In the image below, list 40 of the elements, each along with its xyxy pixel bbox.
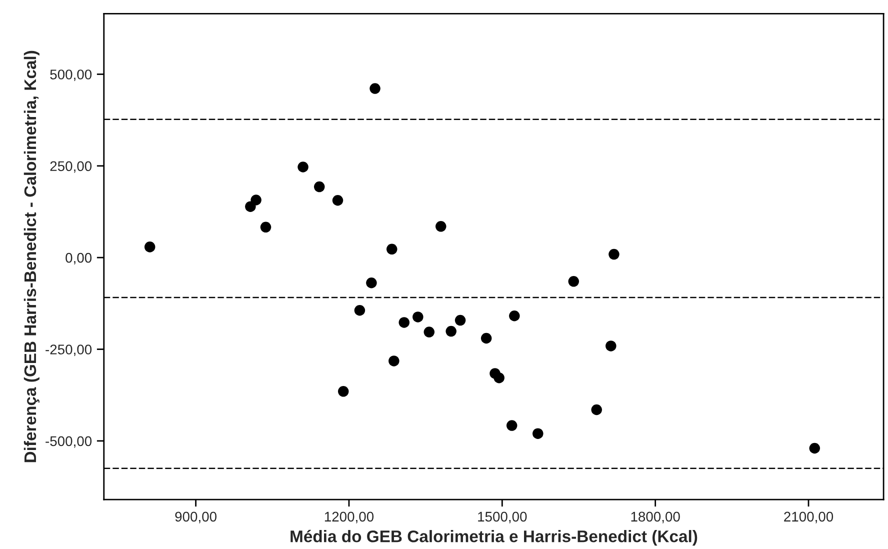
y-tick-label: 0,00 — [66, 252, 92, 264]
point — [606, 340, 616, 352]
point — [480, 332, 492, 344]
point — [398, 317, 410, 328]
point — [424, 326, 435, 338]
x-tick-label: 1500,00 — [478, 512, 527, 524]
point — [494, 372, 504, 384]
x-tick-label: 900,00 — [175, 512, 216, 524]
point — [532, 428, 544, 439]
point — [436, 221, 446, 232]
point — [370, 83, 380, 94]
point — [446, 326, 456, 337]
x-tick-label: 2100,00 — [784, 512, 834, 524]
x-axis-title: Média do GEB Calorimetria e Harris-Benedict (Kcal) — [290, 530, 698, 546]
point — [314, 181, 325, 192]
point — [506, 420, 518, 431]
point — [509, 310, 520, 322]
x-tick-label: 1200,00 — [324, 512, 374, 524]
y-axis-title: Diferença (GEB Harris-Benedict - Calorimetria, Kcal) — [24, 50, 40, 462]
y-tick-label: -250,00 — [46, 344, 92, 356]
point — [809, 442, 820, 454]
point — [608, 248, 620, 260]
point — [591, 404, 602, 416]
point — [366, 277, 377, 288]
point — [386, 244, 398, 255]
point — [245, 201, 256, 212]
x-tick-label: 1800,00 — [631, 512, 680, 524]
point — [454, 314, 466, 326]
point — [260, 222, 272, 233]
point — [332, 194, 344, 206]
point — [388, 356, 400, 366]
y-tick-label: 500,00 — [50, 70, 92, 82]
point — [298, 162, 308, 172]
point — [354, 305, 366, 316]
y-tick-label: 250,00 — [50, 161, 92, 173]
point — [338, 386, 349, 397]
y-tick-label: -500,00 — [46, 436, 92, 448]
point — [412, 312, 424, 322]
point — [568, 276, 580, 287]
point — [144, 242, 156, 252]
